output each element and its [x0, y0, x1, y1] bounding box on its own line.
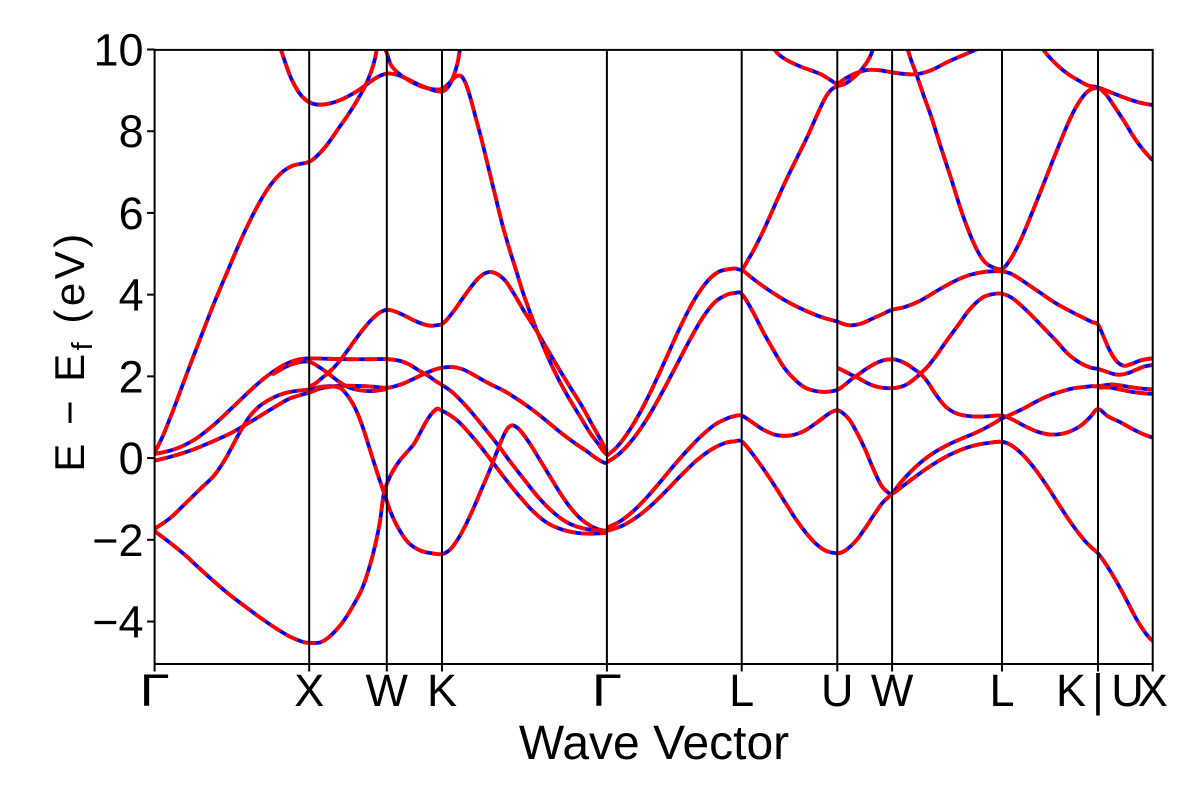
svg-text:U: U — [1111, 665, 1144, 716]
svg-text:2: 2 — [119, 351, 144, 402]
svg-text:K: K — [427, 665, 457, 716]
svg-text:Wave Vector: Wave Vector — [519, 717, 789, 770]
svg-text:E − Ef (eV): E − Ef (eV) — [46, 230, 99, 471]
svg-text:10: 10 — [94, 25, 144, 76]
svg-text:4: 4 — [119, 270, 144, 321]
svg-text:X: X — [1138, 665, 1168, 716]
svg-text:Γ: Γ — [140, 665, 170, 716]
svg-text:K: K — [1056, 665, 1086, 716]
svg-text:W: W — [366, 665, 409, 716]
svg-text:−2: −2 — [92, 515, 143, 566]
svg-text:L: L — [989, 665, 1014, 716]
svg-text:|: | — [1092, 665, 1104, 716]
svg-text:Γ: Γ — [592, 665, 622, 716]
svg-text:6: 6 — [119, 188, 144, 239]
svg-text:X: X — [294, 665, 324, 716]
svg-text:W: W — [871, 665, 914, 716]
svg-text:U: U — [821, 665, 854, 716]
svg-text:0: 0 — [119, 433, 144, 484]
svg-text:−4: −4 — [92, 597, 143, 648]
svg-text:8: 8 — [119, 106, 144, 157]
svg-text:L: L — [729, 665, 754, 716]
